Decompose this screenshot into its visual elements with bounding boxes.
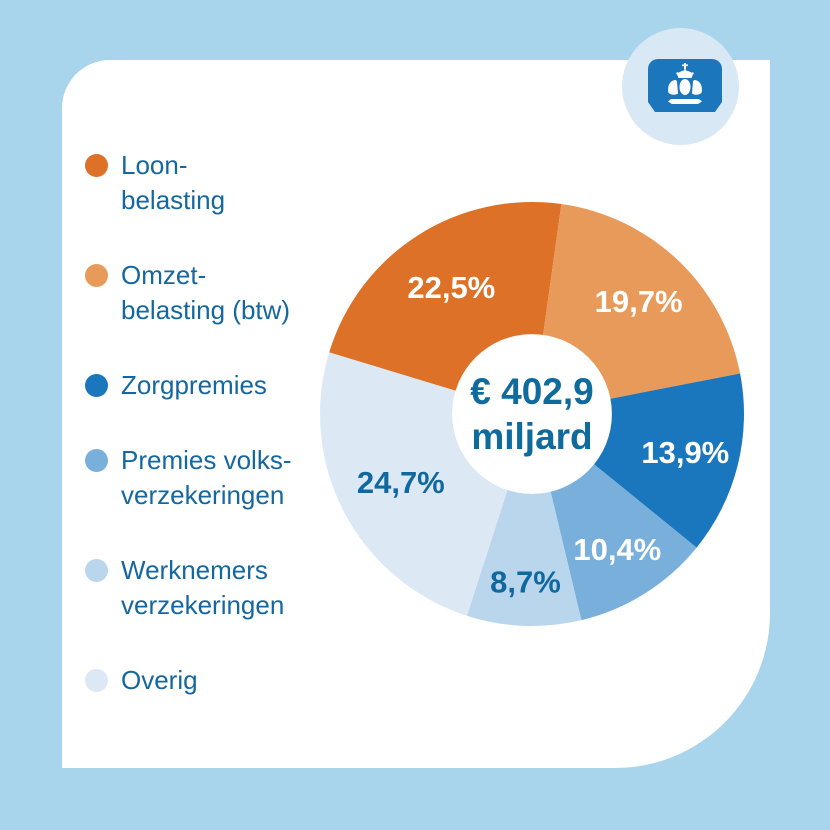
legend-item-zorgpremies: Zorgpremies (85, 368, 335, 403)
rijksoverheid-logo-icon (648, 59, 722, 112)
legend-item-omzetbelasting: Omzet- belasting (btw) (85, 258, 335, 328)
legend-label: Werknemers verzekeringen (121, 555, 285, 620)
pct-label-loonbelasting: 22,5% (407, 270, 495, 305)
legend-item-premies-volksverzekeringen: Premies volks- verzekeringen (85, 443, 335, 513)
legend: Loon- belasting Omzet- belasting (btw) Z… (85, 148, 335, 698)
chart-center-total: € 402,9 miljard (470, 371, 594, 457)
legend-swatch-icon (85, 264, 108, 287)
legend-swatch-icon (85, 449, 108, 472)
logo-badge (622, 28, 739, 145)
pct-label-overig: 24,7% (357, 465, 445, 500)
legend-swatch-icon (85, 669, 108, 692)
legend-label: Premies volks- verzekeringen (121, 445, 292, 510)
pct-label-premies-volksverzekeringen: 10,4% (573, 532, 661, 567)
pct-label-zorgpremies: 13,9% (641, 435, 729, 470)
legend-label: Omzet- belasting (btw) (121, 260, 291, 325)
pct-label-omzetbelasting-btw: 19,7% (595, 284, 683, 319)
legend-label: Zorgpremies (121, 370, 267, 400)
legend-item-werknemersverzekeringen: Werknemers verzekeringen (85, 553, 335, 623)
legend-swatch-icon (85, 374, 108, 397)
legend-swatch-icon (85, 154, 108, 177)
legend-item-loonbelasting: Loon- belasting (85, 148, 335, 218)
donut-chart: 22,5% 19,7% 13,9% 10,4% 8,7% 24,7% (312, 194, 752, 634)
pct-label-werknemersverzekeringen: 8,7% (490, 564, 561, 599)
donut-hole (452, 334, 612, 494)
pie-slice-werknemersverzekeringen (466, 414, 582, 627)
legend-label: Overig (121, 665, 198, 695)
legend-swatch-icon (85, 559, 108, 582)
legend-label: Loon- belasting (121, 150, 226, 215)
legend-item-overig: Overig (85, 663, 335, 698)
